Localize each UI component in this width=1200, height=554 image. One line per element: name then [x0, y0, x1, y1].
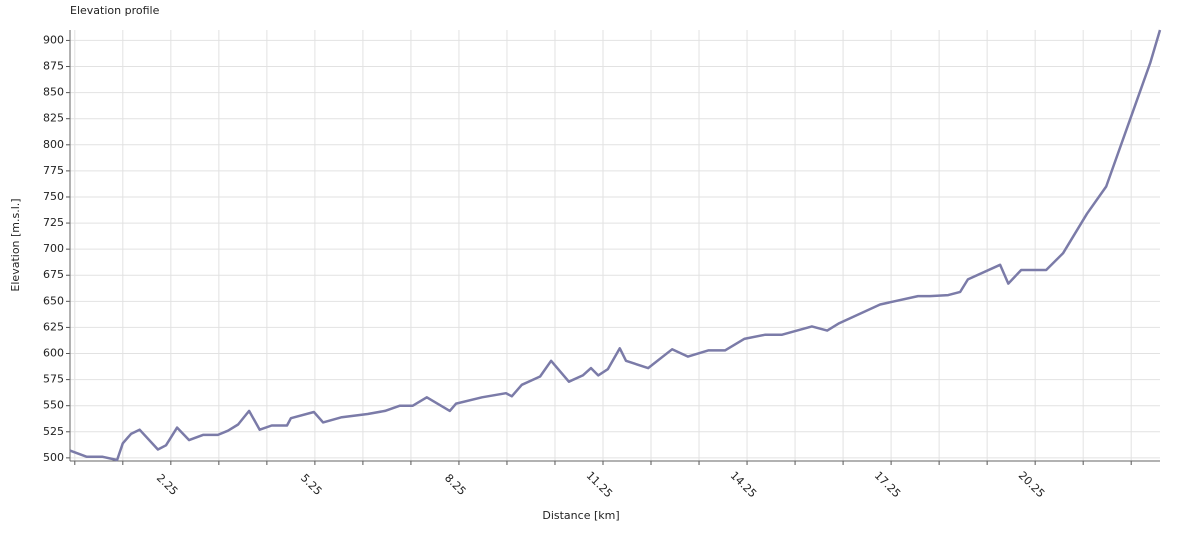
- y-tick-label: 875: [43, 60, 64, 73]
- x-tick-label: 17.25: [872, 469, 903, 500]
- y-tick-label: 850: [43, 86, 64, 99]
- x-tick-label: 5.25: [298, 471, 325, 498]
- y-tick-label: 650: [43, 294, 64, 307]
- y-tick-label: 550: [43, 399, 64, 412]
- y-tick-label: 625: [43, 320, 64, 333]
- y-tick-label: 800: [43, 138, 64, 151]
- y-tick-label: 725: [43, 216, 64, 229]
- x-axis-label: Distance [km]: [542, 509, 619, 522]
- y-tick-label: 900: [43, 33, 64, 46]
- x-tick-label: 2.25: [154, 471, 181, 498]
- x-tick-label: 11.25: [584, 469, 615, 500]
- y-tick-label: 575: [43, 373, 64, 386]
- x-tick-label: 14.25: [728, 469, 759, 500]
- y-tick-label: 500: [43, 451, 64, 464]
- y-tick-label: 600: [43, 347, 64, 360]
- x-tick-label: 20.25: [1016, 469, 1047, 500]
- y-tick-label: 775: [43, 164, 64, 177]
- y-tick-label: 700: [43, 242, 64, 255]
- chart-title: Elevation profile: [70, 4, 160, 17]
- y-tick-label: 825: [43, 112, 64, 125]
- y-tick-label: 675: [43, 268, 64, 281]
- elevation-line: [69, 29, 1162, 462]
- y-tick-label: 750: [43, 190, 64, 203]
- y-axis-label: Elevation [m.s.l.]: [9, 198, 22, 291]
- y-tick-label: 525: [43, 425, 64, 438]
- x-tick-label: 8.25: [442, 471, 469, 498]
